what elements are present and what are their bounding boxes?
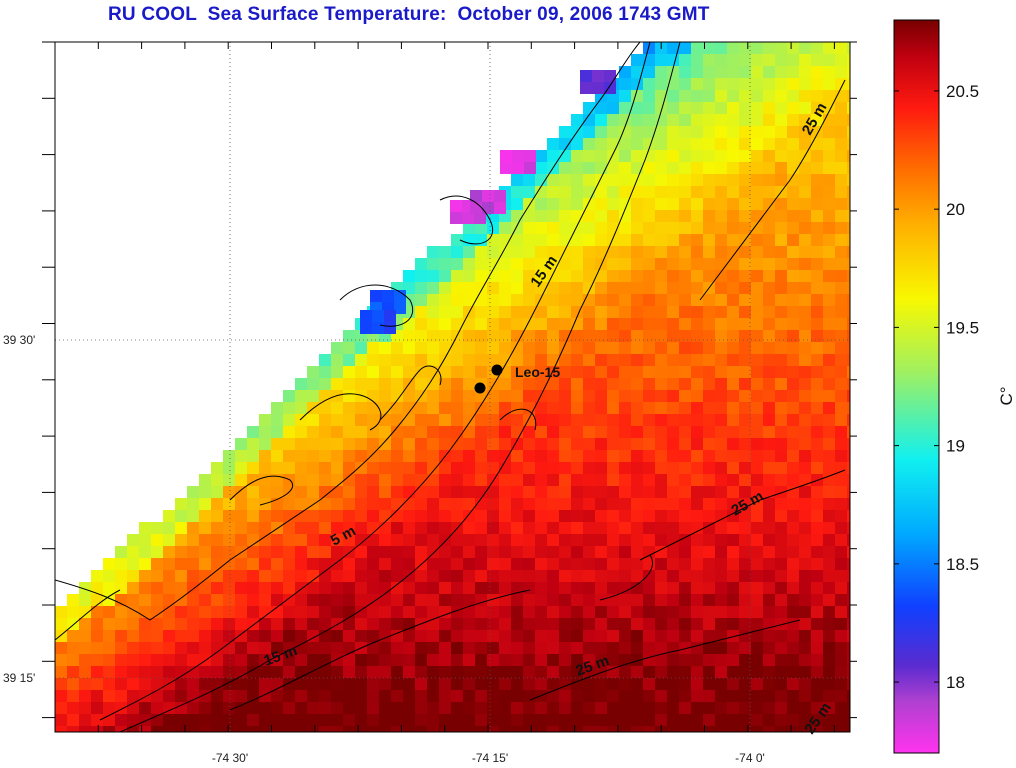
colorbar-tick-label: 20.5 xyxy=(946,82,979,101)
station-marker-north xyxy=(491,364,503,376)
map-frame xyxy=(54,41,851,733)
colorbar-tick-label: 20 xyxy=(946,200,965,219)
station-label: Leo-15 xyxy=(515,364,560,380)
colorbar-tick-label: 18 xyxy=(946,673,965,692)
sst-data-grid xyxy=(55,42,850,732)
colorbar-tick-label: 19.5 xyxy=(946,318,979,337)
colorbar-tick-label: 19 xyxy=(946,437,965,456)
y-axis-labels: 39 30' 39 15' xyxy=(3,333,35,685)
map-plot-area xyxy=(55,42,850,732)
colorbar: 20.5 20 19.5 19 18.5 18 C° xyxy=(893,19,1016,754)
x-axis-labels: -74 30' -74 15' -74 0' xyxy=(212,751,765,765)
x-tick-label: -74 0' xyxy=(735,751,765,765)
colorbar-unit-label: C° xyxy=(997,386,1016,405)
y-tick-label: 39 15' xyxy=(3,671,35,685)
colorbar-tick-label: 18.5 xyxy=(946,555,979,574)
x-tick-label: -74 30' xyxy=(212,751,248,765)
coastline-contours xyxy=(55,42,846,732)
x-tick-label: -74 15' xyxy=(472,751,508,765)
leo15-station: Leo-15 xyxy=(474,364,560,394)
y-tick-label: 39 30' xyxy=(3,333,35,347)
graticule xyxy=(55,42,850,732)
colorbar-gradient xyxy=(893,19,940,754)
station-marker-south xyxy=(474,382,486,394)
map-title: RU COOL Sea Surface Temperature: October… xyxy=(108,4,710,25)
